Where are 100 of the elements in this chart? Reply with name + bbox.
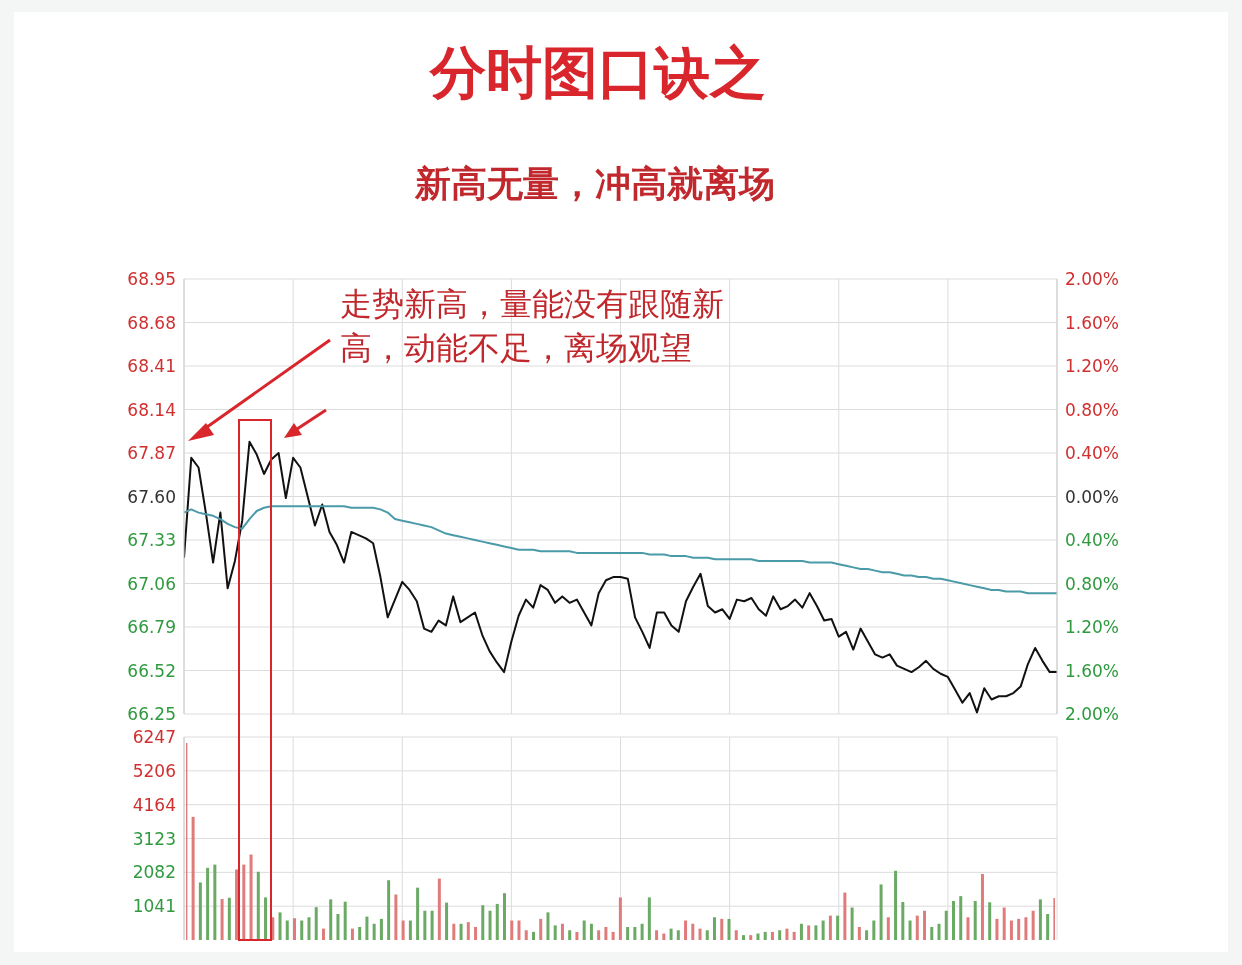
y-tick-label: 66.79 <box>127 617 176 637</box>
bar <box>213 864 217 940</box>
line-series <box>184 505 1057 595</box>
bar <box>503 893 507 940</box>
bar <box>227 897 231 940</box>
bar <box>1017 918 1021 940</box>
bar <box>408 920 412 940</box>
bar <box>785 928 789 940</box>
bar <box>387 880 391 940</box>
y-tick-label: 67.33 <box>127 530 176 550</box>
bar <box>676 930 680 940</box>
bar <box>944 910 948 940</box>
bar <box>973 901 977 940</box>
bar <box>242 864 246 940</box>
bar <box>350 928 354 940</box>
y-tick-label: 1041 <box>132 896 176 917</box>
bar <box>821 920 825 940</box>
bar <box>865 930 869 940</box>
bar <box>908 920 912 940</box>
y-tick-label: 66.52 <box>127 660 176 681</box>
bar <box>915 915 919 940</box>
bar <box>568 930 572 940</box>
annotation: 走势新高，量能没有跟随新高，动能不足，离场观望 <box>340 284 725 369</box>
bar <box>691 923 695 940</box>
bar <box>727 918 731 940</box>
bar <box>1053 898 1055 940</box>
bar <box>640 923 644 940</box>
bar <box>872 920 876 940</box>
bar <box>264 897 268 940</box>
bar <box>466 922 470 940</box>
bar <box>705 930 709 940</box>
y2-tick-label: 0.40% <box>1065 530 1120 550</box>
bar <box>966 917 970 940</box>
bar <box>894 870 898 940</box>
bar <box>1038 899 1042 940</box>
y2-tick-label: 2.00% <box>1065 704 1120 724</box>
bar <box>437 878 441 940</box>
bar <box>560 923 564 940</box>
bar <box>980 874 984 940</box>
bar <box>857 927 861 940</box>
bar <box>553 925 557 940</box>
bar <box>647 897 651 940</box>
bar <box>684 920 688 940</box>
bar <box>589 923 593 940</box>
bar <box>1009 920 1013 940</box>
bar <box>698 928 702 940</box>
bar <box>850 907 854 940</box>
bar <box>713 917 717 940</box>
y-tick-label: 3123 <box>132 828 176 849</box>
bar <box>792 931 796 940</box>
bar <box>799 923 803 940</box>
bar <box>930 927 934 940</box>
bar <box>778 930 782 940</box>
chart-title: 分时图口诀之 <box>428 39 767 107</box>
bar <box>734 930 738 940</box>
bar <box>379 918 383 940</box>
y2-tick-label: 1.20% <box>1065 356 1120 376</box>
bar <box>445 902 449 940</box>
bar <box>807 925 811 940</box>
bar <box>618 897 622 940</box>
bar <box>756 933 760 940</box>
bar <box>524 930 528 940</box>
bar <box>249 854 253 940</box>
bar <box>372 923 376 940</box>
y2-tick-label: 2.00% <box>1065 269 1120 289</box>
bar <box>604 927 608 940</box>
bar <box>198 882 202 940</box>
y2-tick-label: 1.20% <box>1065 617 1120 637</box>
bar <box>206 867 210 940</box>
bar <box>879 884 883 940</box>
bar <box>329 899 333 940</box>
bar <box>575 931 579 940</box>
bar <box>741 935 745 940</box>
bar <box>488 910 492 940</box>
y-tick-label: 2082 <box>132 862 176 883</box>
bar <box>394 894 398 940</box>
bar <box>430 910 434 940</box>
bar <box>510 920 514 940</box>
bar <box>481 905 485 940</box>
bar <box>235 869 239 940</box>
y-tick-label: 4164 <box>132 794 176 815</box>
bar <box>1002 907 1006 940</box>
bar <box>307 917 311 940</box>
y-tick-label: 67.06 <box>127 573 176 594</box>
bar <box>343 901 347 940</box>
bar <box>597 930 601 940</box>
chart-subtitle: 新高无量，冲高就离场 <box>414 162 776 206</box>
y2-tick-label: 0.80% <box>1065 573 1120 594</box>
bar <box>995 918 999 940</box>
y-tick-label: 68.68 <box>127 312 176 333</box>
bar <box>423 910 427 940</box>
y-tick-label: 68.14 <box>127 399 176 420</box>
bar <box>923 910 927 940</box>
bar <box>314 907 318 940</box>
bar <box>836 915 840 940</box>
bar <box>474 927 478 940</box>
bar <box>459 923 463 940</box>
bar <box>655 930 659 940</box>
y2-tick-label: 1.60% <box>1065 660 1120 681</box>
bar <box>582 920 586 940</box>
